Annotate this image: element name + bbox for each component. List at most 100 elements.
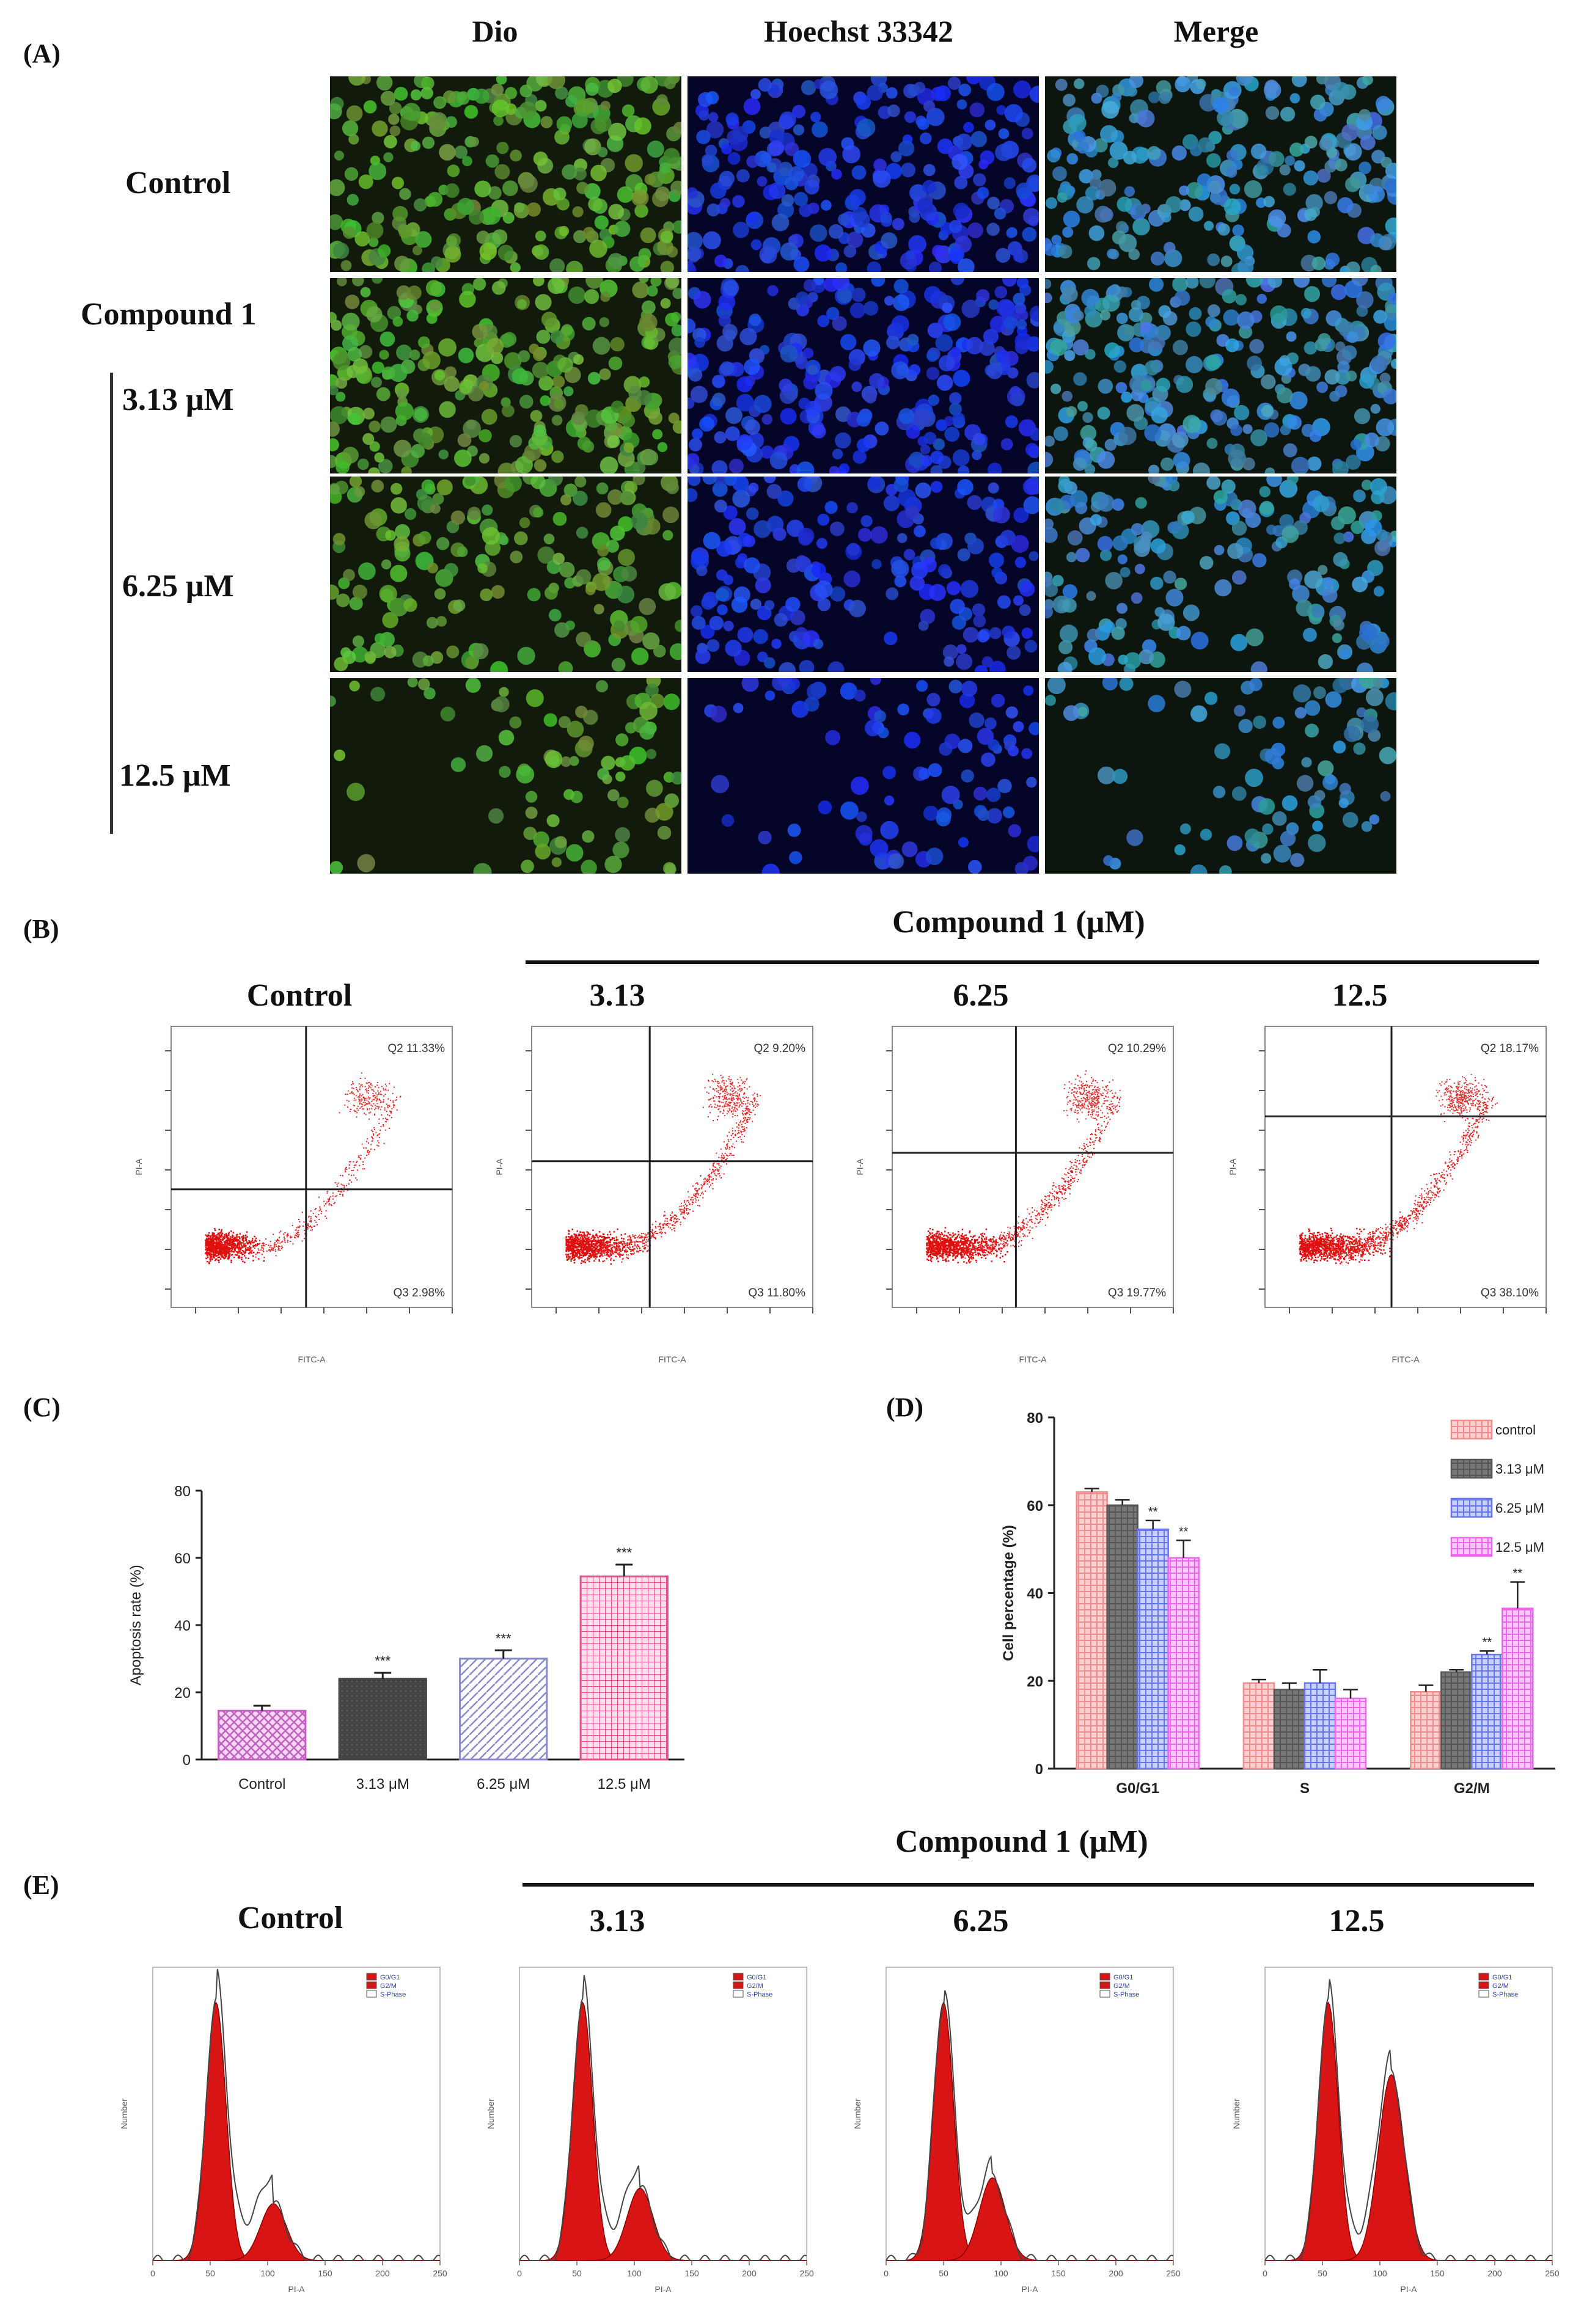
event-dot [595, 1248, 597, 1249]
cell-dot [798, 397, 810, 410]
event-dot [361, 1099, 363, 1101]
event-dot [361, 1095, 362, 1097]
event-dot [234, 1247, 237, 1249]
cell-dot [976, 289, 990, 303]
cell-dot [342, 120, 359, 137]
event-dot [223, 1237, 225, 1240]
cell-dot [510, 550, 523, 564]
cell-dot [418, 531, 431, 544]
cell-dot [422, 136, 435, 149]
cell-dot [841, 137, 854, 150]
column-header-hoechst: Hoechst 33342 [764, 14, 953, 48]
cell-dot [1359, 678, 1377, 689]
cell-dot [1132, 217, 1150, 236]
event-dot [258, 1249, 260, 1251]
event-dot [602, 1233, 604, 1235]
event-dot [232, 1232, 235, 1233]
cell-dot [848, 599, 866, 618]
cell-dot [1010, 386, 1021, 397]
event-dot [207, 1256, 209, 1259]
cell-dot [709, 616, 724, 630]
cell-dot [817, 315, 830, 327]
event-dot [590, 1254, 593, 1256]
cell-dot [535, 230, 546, 242]
cell-dot [781, 194, 794, 207]
cell-dot [736, 169, 750, 183]
event-dot [211, 1251, 213, 1252]
event-dot [353, 1174, 354, 1176]
event-dot [362, 1164, 364, 1165]
event-dot [226, 1243, 229, 1245]
event-dot [567, 1246, 569, 1248]
cell-dot [612, 841, 629, 858]
event-dot [255, 1256, 257, 1258]
event-dot [240, 1244, 243, 1246]
event-dot [579, 1243, 582, 1245]
event-dot [213, 1249, 215, 1252]
cell-dot [1111, 626, 1125, 640]
cell-dot [1358, 161, 1371, 174]
event-dot [610, 1239, 612, 1241]
event-dot [262, 1254, 263, 1255]
event-dot [570, 1242, 572, 1244]
cell-dot [1129, 113, 1139, 123]
event-dot [722, 1158, 724, 1160]
cell-dot [621, 566, 637, 582]
event-dot [343, 1185, 345, 1186]
cell-dot [519, 175, 538, 193]
event-dot [620, 1254, 621, 1255]
cell-dot [1286, 477, 1299, 484]
cell-dot [918, 767, 931, 780]
event-dot [378, 1142, 380, 1144]
event-dot [389, 1128, 391, 1129]
event-dot [581, 1246, 583, 1248]
cell-dot [725, 640, 742, 657]
event-dot [586, 1243, 588, 1245]
event-dot [582, 1249, 585, 1251]
cell-dot [416, 489, 428, 500]
event-dot [607, 1251, 610, 1253]
event-dot [278, 1245, 279, 1247]
event-dot [282, 1246, 283, 1248]
cell-dot [750, 239, 762, 250]
event-dot [567, 1239, 569, 1241]
cell-dot [439, 401, 456, 418]
event-dot [373, 1133, 374, 1135]
event-dot [238, 1255, 240, 1257]
event-dot [227, 1246, 229, 1248]
event-dot [253, 1241, 255, 1243]
event-dot [607, 1255, 609, 1257]
cell-dot [843, 245, 857, 258]
cell-dot [334, 749, 346, 761]
cell-dot [867, 84, 883, 101]
cell-dot [920, 608, 936, 624]
event-dot [362, 1086, 364, 1087]
cell-dot [652, 429, 663, 440]
cell-dot [515, 456, 533, 473]
cell-dot [838, 213, 850, 225]
cell-dot [1289, 391, 1308, 410]
event-dot [230, 1240, 232, 1241]
cell-dot [1098, 179, 1116, 197]
cell-dot [957, 479, 974, 495]
event-dot [586, 1248, 588, 1251]
event-dot [224, 1251, 226, 1253]
event-dot [227, 1249, 229, 1251]
cell-dot [688, 318, 696, 334]
cell-dot [917, 118, 930, 130]
event-dot [383, 1125, 384, 1127]
cell-dot [1118, 426, 1137, 445]
cell-dot [1335, 342, 1346, 352]
cell-dot [855, 825, 873, 842]
event-dot [571, 1248, 573, 1249]
cell-dot [865, 720, 882, 737]
cell-dot [864, 301, 879, 316]
cell-dot [1226, 835, 1243, 851]
event-dot [739, 1122, 741, 1124]
event-dot [221, 1229, 222, 1231]
event-dot [250, 1243, 252, 1245]
event-dot [581, 1260, 583, 1262]
cell-dot [1280, 106, 1296, 122]
cell-dot [582, 227, 595, 239]
cell-dot [1325, 691, 1342, 708]
